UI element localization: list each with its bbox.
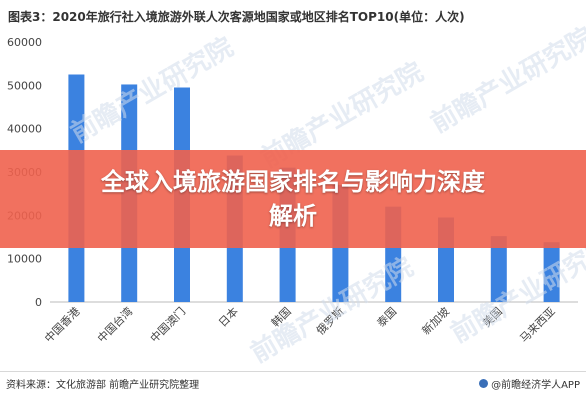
title-banner: 全球入境旅游国家排名与影响力深度 解析 [0, 150, 586, 248]
x-tick-label: 日本 [215, 304, 240, 329]
brand-logo-icon [479, 379, 489, 388]
footer-divider [0, 371, 586, 372]
y-tick-label: 0 [35, 296, 42, 309]
x-tick-label: 泰国 [374, 304, 399, 329]
bar [543, 242, 560, 302]
y-tick-label: 10000 [7, 253, 42, 266]
chart-title: 图表3：2020年旅行社入境旅游外联人次客源地国家或地区排名TOP10(单位：人… [8, 10, 465, 24]
source-note: 资料来源：文化旅游部 前瞻产业研究院整理 [6, 380, 200, 391]
x-tick-label: 中国香港 [42, 305, 82, 345]
brand-credit: @前瞻经济学人APP [479, 376, 580, 391]
x-tick-label: 中国台湾 [94, 304, 135, 345]
y-tick-label: 40000 [7, 123, 42, 136]
banner-line-2: 解析 [269, 202, 317, 230]
bar [490, 236, 507, 302]
brand-text: @前瞻经济学人APP [491, 380, 580, 391]
banner-line-1: 全球入境旅游国家排名与影响力深度 [101, 168, 485, 196]
y-tick-label: 60000 [7, 36, 42, 49]
x-tick-label: 中国澳门 [147, 304, 188, 345]
y-tick-label: 50000 [7, 79, 42, 92]
